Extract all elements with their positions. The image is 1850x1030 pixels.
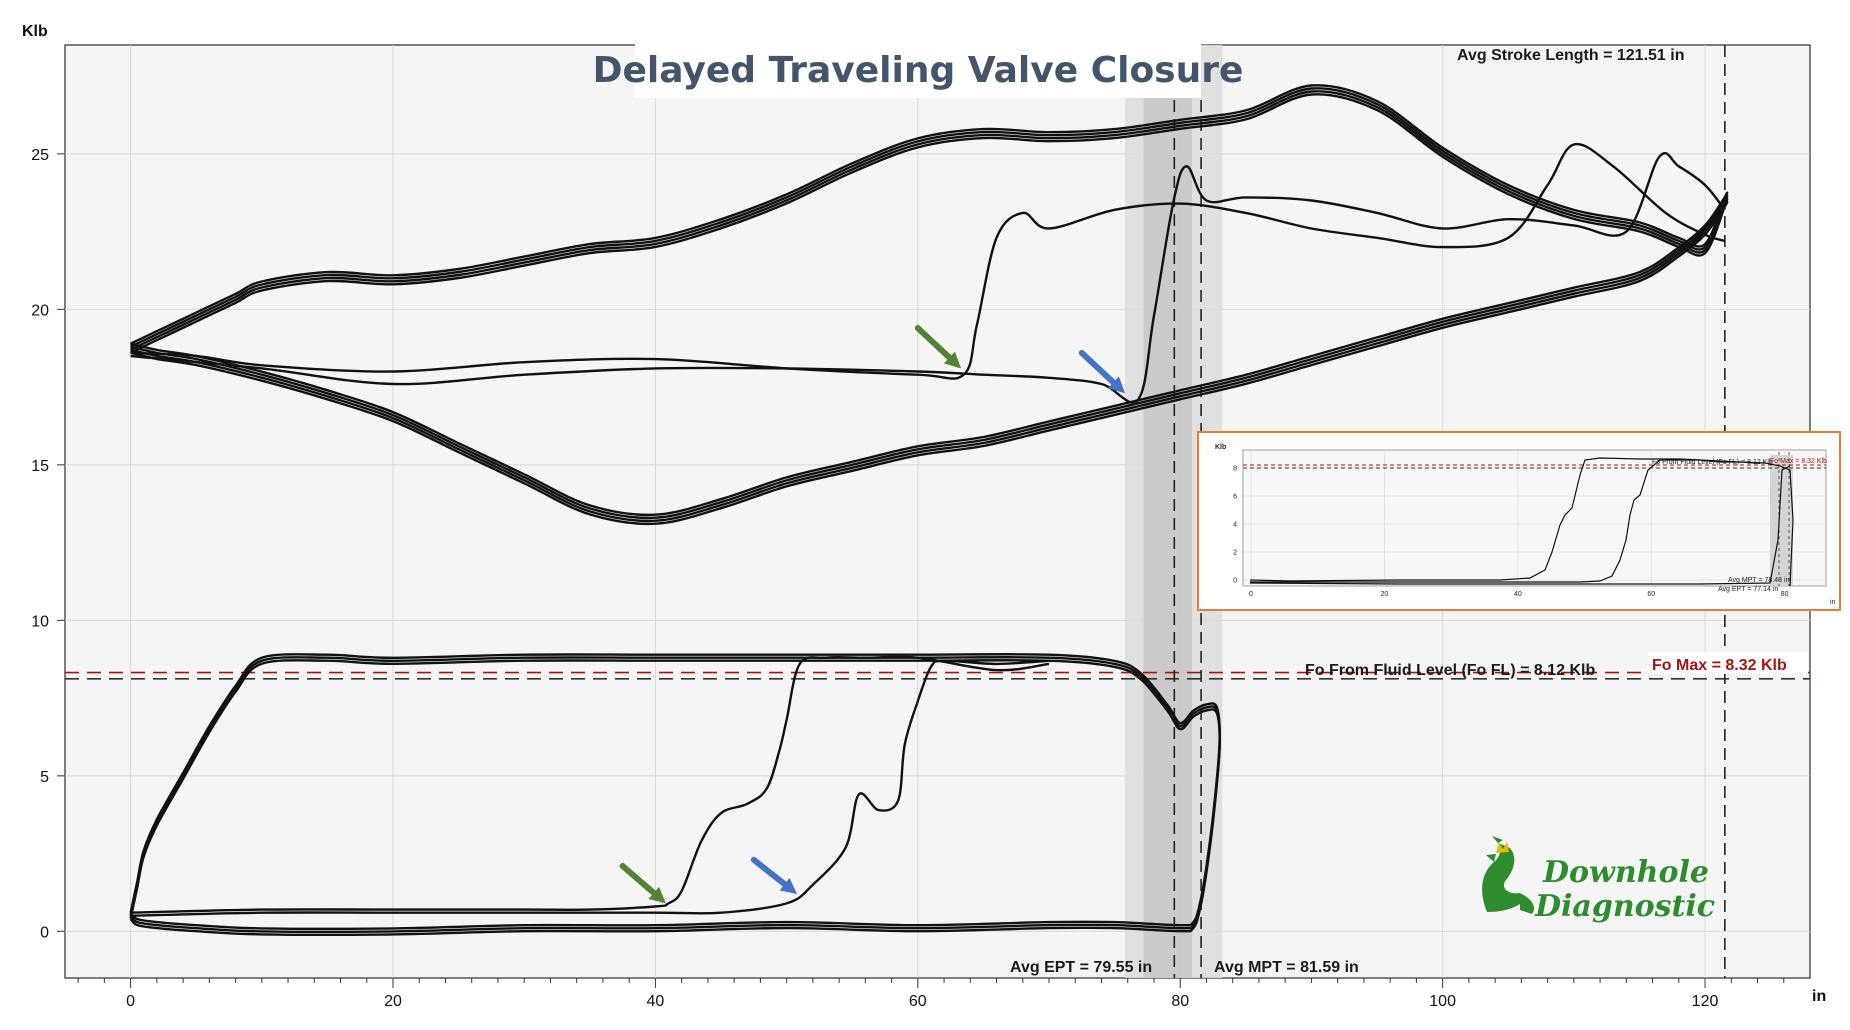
inset-ept-label: Avg EPT = 77.14 in xyxy=(1718,586,1778,593)
surface-blue-arrow-shaft xyxy=(1078,349,1117,386)
card-curves xyxy=(129,84,1729,936)
x-tick-label-40: 40 xyxy=(647,993,665,1010)
inset-y-tick-8: 8 xyxy=(1233,466,1237,473)
pump-card-green xyxy=(130,655,1050,914)
inset-curve-blue xyxy=(1250,459,1761,583)
avg-ept-label: Avg EPT = 79.55 in xyxy=(1010,959,1152,976)
inset-x-tick-0: 0 xyxy=(1249,591,1253,598)
pump-green-arrow xyxy=(619,863,666,904)
title-background xyxy=(635,42,1201,98)
chart-title: Delayed Traveling Valve Closure xyxy=(593,50,1244,91)
inset-curve-main xyxy=(1249,465,1791,585)
inset-x-tick-40: 40 xyxy=(1514,591,1522,598)
shaded-band xyxy=(1125,45,1223,978)
surface-card-green xyxy=(130,142,1726,380)
inset-plot-area xyxy=(1242,449,1827,587)
x-axis-label: in xyxy=(1812,988,1826,1005)
y-tick-label-10: 10 xyxy=(31,613,49,630)
surface-green-arrow-shaft xyxy=(914,325,953,361)
inset-y-tick-0: 0 xyxy=(1233,578,1237,585)
inset-fo-max-label: Fo Max = 8.32 Klb xyxy=(1770,458,1827,465)
x-tick-label-120: 120 xyxy=(1692,993,1719,1010)
x-tick-label-20: 20 xyxy=(384,993,402,1010)
inset-fo-fl-label: Fo From Fluid Level (Fo FL) = 8.12 Klb xyxy=(1652,459,1773,466)
logo-line1: Downhole xyxy=(1542,855,1709,890)
x-tick-label-0: 0 xyxy=(126,993,135,1010)
y-tick-label-0: 0 xyxy=(40,924,49,941)
inset-pump-card-panel: Klb in Fo From Fluid Level (Fo FL) = 8.1… xyxy=(1197,431,1841,611)
inset-mpt-label: Avg MPT = 78.43 in xyxy=(1728,577,1790,584)
inset-y-label: Klb xyxy=(1215,444,1226,451)
fo-fluid-level-label: Fo From Fluid Level (Fo FL) = 8.12 Klb xyxy=(1305,662,1595,679)
grid-lines xyxy=(65,45,1810,978)
y-tick-label-25: 25 xyxy=(31,147,49,164)
pump-green-arrow-shaft xyxy=(619,863,657,896)
surface-card-blue xyxy=(130,152,1726,404)
inset-ticks: 0 20 40 60 80 0 2 4 6 8 xyxy=(1233,466,1789,599)
downhole-diagnostic-logo: Downhole Diagnostic xyxy=(1482,836,1715,924)
avg-mpt-label: Avg MPT = 81.59 in xyxy=(1214,959,1359,976)
y-tick-label-15: 15 xyxy=(31,458,49,475)
pump-blue-arrow xyxy=(750,856,798,895)
pump-green-arrow-head xyxy=(648,886,666,904)
fo-max-label: Fo Max = 8.32 Klb xyxy=(1652,657,1787,674)
inset-y-tick-6: 6 xyxy=(1233,494,1237,501)
y-tick-label-20: 20 xyxy=(31,302,49,319)
x-tick-label-60: 60 xyxy=(909,993,927,1010)
inset-x-tick-20: 20 xyxy=(1381,591,1389,598)
pump-card-main-2 xyxy=(129,659,1221,936)
x-tick-label-100: 100 xyxy=(1429,993,1456,1010)
inset-x-tick-60: 60 xyxy=(1647,591,1655,598)
y-axis-label: Klb xyxy=(22,23,48,40)
inset-x-label: in xyxy=(1830,599,1836,606)
pump-card-main-1 xyxy=(129,656,1221,933)
pump-blue-arrow-head xyxy=(779,877,798,895)
inset-y-tick-2: 2 xyxy=(1233,550,1237,557)
logo-line2: Diagnostic xyxy=(1534,889,1715,924)
inset-x-tick-80: 80 xyxy=(1781,591,1789,598)
pump-blue-arrow-shaft xyxy=(750,856,788,888)
surface-blue-arrow-head xyxy=(1107,376,1126,394)
surface-card-main-0 xyxy=(130,84,1729,517)
surface-green-arrow xyxy=(914,325,962,369)
pump-card-main-0 xyxy=(129,653,1221,930)
fo-max-label-bg xyxy=(1648,652,1808,674)
inset-y-tick-4: 4 xyxy=(1233,522,1237,529)
surface-card-main-3 xyxy=(130,93,1729,526)
inner-shaded-band xyxy=(1143,45,1193,978)
dragon-icon xyxy=(1482,836,1535,914)
x-tick-label-80: 80 xyxy=(1171,993,1189,1010)
inset-curve-green xyxy=(1249,457,1794,587)
surface-card-main-2 xyxy=(130,90,1729,523)
surface-blue-arrow xyxy=(1078,349,1126,394)
pump-card-blue xyxy=(130,659,1050,917)
surface-card-main-1 xyxy=(130,87,1729,520)
arrows xyxy=(619,325,1126,904)
y-tick-label-5: 5 xyxy=(40,769,49,786)
avg-stroke-length-label: Avg Stroke Length = 121.51 in xyxy=(1457,47,1684,64)
surface-green-arrow-head xyxy=(943,351,962,369)
